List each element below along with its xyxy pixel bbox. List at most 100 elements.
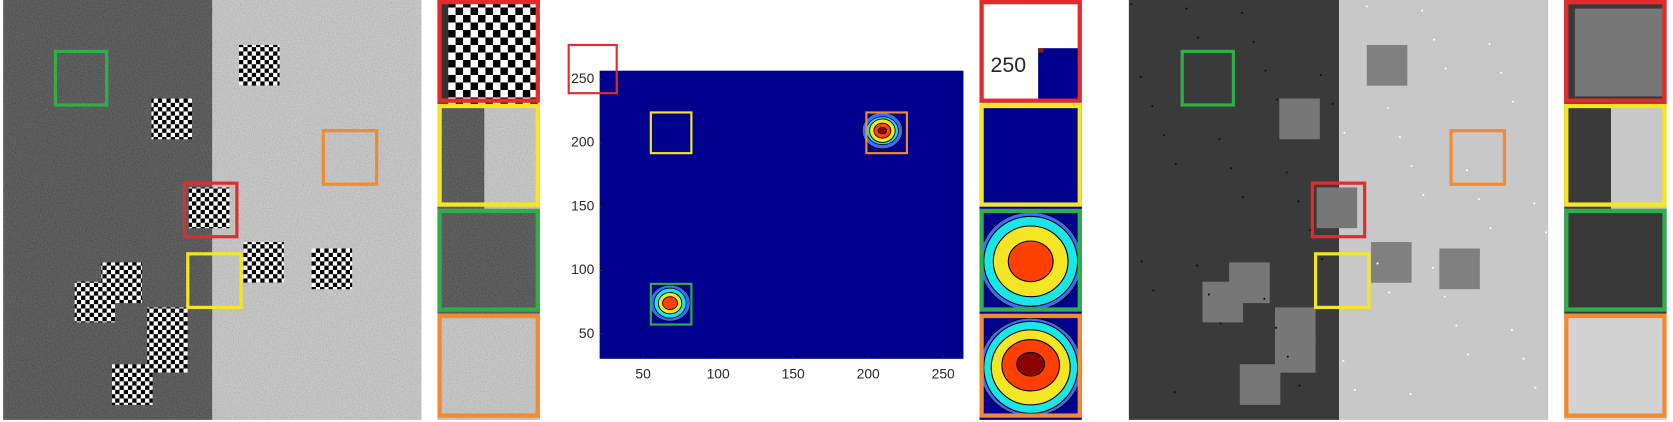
- zoom-yellow-light-noise: [484, 103, 540, 209]
- roi-yellow: [649, 111, 693, 155]
- speck: [1297, 200, 1300, 203]
- zoom-yellow: [979, 103, 1082, 209]
- speck: [1477, 198, 1480, 201]
- zoom-yellow-light: [1611, 103, 1667, 209]
- speck: [1140, 260, 1143, 263]
- roi-red: [182, 181, 239, 239]
- speck: [1252, 40, 1255, 43]
- speck: [1467, 353, 1470, 356]
- zoom-contour: [1007, 240, 1054, 283]
- gray-square: [1371, 242, 1412, 283]
- speck: [1533, 202, 1536, 205]
- zoom-frame: [1564, 103, 1667, 207]
- speck: [1276, 98, 1279, 101]
- y-tick-label: 50: [579, 325, 595, 341]
- zoom-green-noise: [437, 208, 540, 314]
- gray-square: [1275, 332, 1316, 373]
- gray-square: [1279, 98, 1320, 140]
- gray-square: [1439, 248, 1480, 290]
- roi-orange: [321, 129, 379, 186]
- zoom-yellow-dark-noise: [437, 103, 485, 209]
- speck: [1398, 136, 1401, 139]
- speck: [1388, 291, 1391, 294]
- tile-mask: [973, 313, 980, 420]
- speck: [1343, 131, 1346, 134]
- speck: [1522, 357, 1525, 360]
- speck: [1422, 193, 1425, 197]
- zoom-frame: [979, 208, 1082, 312]
- gray-square: [1366, 44, 1408, 86]
- gray-square: [1316, 187, 1358, 229]
- speck: [1353, 388, 1357, 391]
- zoom-frame: [979, 313, 1082, 418]
- roi-orange: [1449, 129, 1507, 186]
- speck: [1185, 7, 1188, 10]
- speck: [1510, 328, 1513, 331]
- y-tick-label: 250: [571, 70, 594, 86]
- gray-square: [1239, 364, 1281, 405]
- speck: [1219, 322, 1222, 325]
- tile-mask: [1081, 313, 1089, 420]
- speck: [1162, 133, 1166, 137]
- checker-square: [112, 364, 153, 405]
- speck: [1152, 289, 1155, 292]
- speck: [1174, 162, 1177, 165]
- speck: [1489, 227, 1492, 230]
- x-tick-label: 200: [857, 366, 880, 382]
- checker-square: [311, 248, 353, 290]
- speck: [1431, 266, 1434, 269]
- speck: [1218, 138, 1221, 141]
- speck: [1264, 69, 1267, 72]
- roi-orange: [865, 111, 908, 155]
- x-tick-label: 50: [635, 366, 651, 382]
- roi-yellow: [1313, 252, 1371, 310]
- speck: [1230, 167, 1233, 170]
- zoom-orange-noise: [437, 313, 540, 420]
- y-tick-label: 150: [571, 197, 594, 213]
- y-tick-label: 200: [571, 134, 594, 150]
- speck: [1263, 297, 1266, 300]
- checker-square: [239, 44, 280, 86]
- zoom-red-peak: [1038, 48, 1044, 53]
- speck: [1197, 36, 1200, 39]
- contour-peak: [662, 296, 678, 310]
- speck: [1410, 164, 1413, 168]
- speck: [1488, 42, 1491, 45]
- speck: [1286, 355, 1289, 358]
- speck: [1421, 9, 1424, 12]
- zoom-frame: [979, 103, 1082, 207]
- speck: [1376, 262, 1379, 265]
- speck: [1319, 73, 1322, 77]
- speck: [1241, 196, 1245, 199]
- zoom-red-dark: [437, 0, 449, 104]
- speck: [1455, 324, 1458, 327]
- gray-square: [1202, 281, 1244, 323]
- speck: [1409, 393, 1412, 396]
- zoom-contour: [1016, 351, 1046, 377]
- checker-square: [74, 281, 116, 323]
- speck: [1207, 293, 1210, 296]
- roi-green: [649, 282, 693, 326]
- contour-peak: [877, 127, 888, 135]
- inset-label: 250: [990, 53, 1026, 77]
- speck: [1240, 11, 1244, 14]
- x-tick-label: 250: [932, 366, 955, 382]
- speck: [1387, 107, 1390, 110]
- speck: [1534, 386, 1537, 389]
- tile-mask: [1081, 208, 1089, 314]
- zoom-frame: [979, 0, 1082, 103]
- zoom-red: [437, 0, 540, 104]
- roi-green: [1180, 49, 1236, 107]
- speck: [1173, 390, 1176, 394]
- speck: [1511, 100, 1515, 103]
- speck: [1139, 76, 1142, 79]
- zoom-frame: [437, 0, 540, 103]
- roi-red: [567, 43, 618, 95]
- speck: [1331, 102, 1334, 105]
- speck: [1151, 104, 1154, 108]
- speck: [1285, 171, 1288, 174]
- checker-square: [188, 187, 230, 229]
- x-tick-label: 150: [782, 366, 805, 382]
- speck: [1275, 326, 1278, 329]
